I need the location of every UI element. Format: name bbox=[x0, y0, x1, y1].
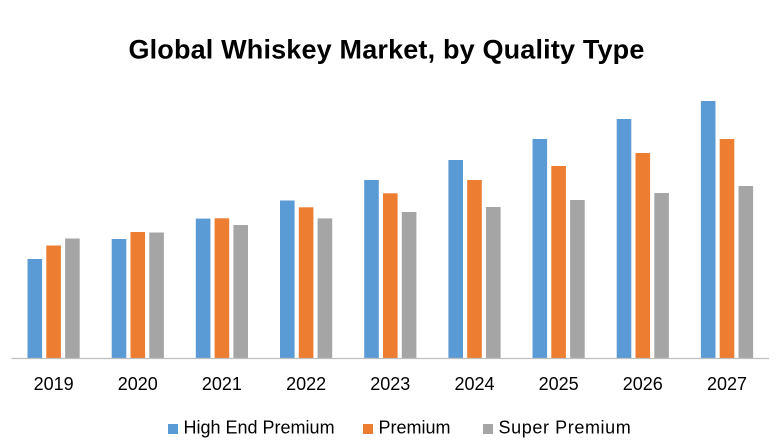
svg-text:2019: 2019 bbox=[34, 374, 74, 394]
svg-text:2021: 2021 bbox=[202, 374, 242, 394]
svg-text:2020: 2020 bbox=[118, 374, 158, 394]
svg-text:2024: 2024 bbox=[454, 374, 494, 394]
svg-text:2026: 2026 bbox=[623, 374, 663, 394]
svg-text:Global Whiskey Market, by Qual: Global Whiskey Market, by Quality Type bbox=[128, 34, 644, 64]
svg-text:2023: 2023 bbox=[370, 374, 410, 394]
svg-text:2022: 2022 bbox=[286, 374, 326, 394]
svg-text:Premium: Premium bbox=[379, 418, 451, 438]
svg-text:High End Premium: High End Premium bbox=[184, 418, 335, 438]
svg-text:2025: 2025 bbox=[539, 374, 579, 394]
svg-text:Super Premium: Super Premium bbox=[499, 418, 632, 438]
svg-text:2027: 2027 bbox=[707, 374, 747, 394]
